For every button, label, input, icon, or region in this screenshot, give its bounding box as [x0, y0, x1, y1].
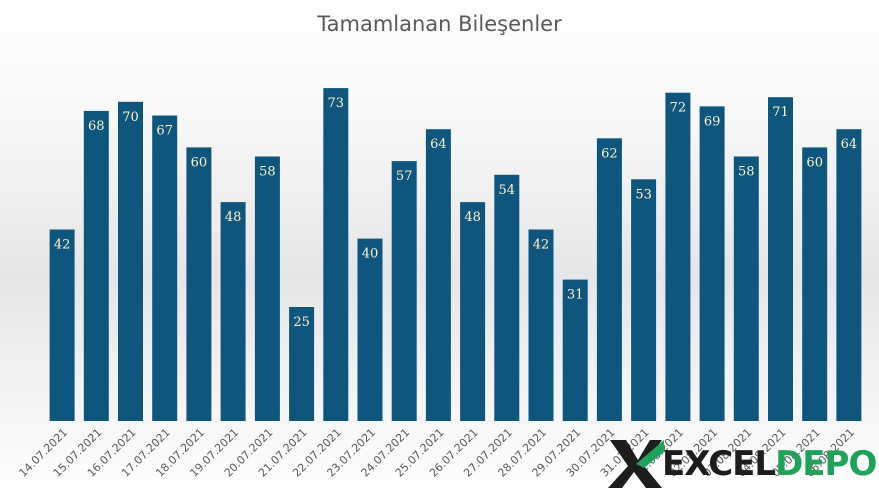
data-label: 57: [396, 169, 413, 184]
data-label: 53: [635, 187, 652, 202]
bar-24.07.2021: [391, 161, 417, 421]
data-label: 69: [704, 114, 721, 129]
chart-title: Tamamlanan Bileşenler: [317, 12, 562, 36]
bar-17.07.2021: [152, 115, 178, 421]
brand-logo: EXCEL DEPO: [606, 438, 877, 490]
data-label: 67: [156, 124, 173, 139]
data-label: 42: [54, 238, 71, 253]
data-label: 60: [806, 155, 823, 170]
data-label: 42: [533, 238, 550, 253]
bar-27.07.2021: [494, 174, 520, 421]
bar-02.08.2021: [699, 106, 725, 422]
bar-16.07.2021: [118, 101, 143, 422]
data-label: 70: [122, 110, 139, 125]
bar-26.07.2021: [460, 202, 486, 421]
bar-21.07.2021: [289, 307, 315, 421]
data-label: 58: [259, 165, 276, 180]
bar-01.08.2021: [665, 92, 691, 421]
bar-03.08.2021: [733, 156, 759, 421]
bar-31.07.2021: [631, 179, 657, 421]
logo-text-excel: EXCEL: [662, 444, 776, 484]
data-label: 71: [772, 105, 789, 120]
logo-text-depo: DEPO: [775, 444, 877, 484]
bar-19.07.2021: [220, 202, 246, 421]
bar-05.08.2021: [802, 147, 828, 421]
data-label: 54: [499, 183, 516, 198]
data-label: 64: [430, 137, 447, 152]
bar-04.08.2021: [768, 97, 793, 421]
bar-29.07.2021: [562, 279, 588, 421]
bar-20.07.2021: [254, 156, 280, 421]
data-label: 64: [841, 137, 858, 152]
data-label: 25: [293, 315, 310, 330]
data-label: 73: [328, 96, 345, 111]
bar-30.07.2021: [596, 138, 622, 422]
data-label: 60: [191, 155, 208, 170]
data-label: 62: [601, 146, 618, 161]
bar-18.07.2021: [186, 147, 212, 421]
data-label: 48: [464, 210, 481, 225]
bar-22.07.2021: [323, 88, 349, 421]
data-label: 48: [225, 210, 242, 225]
bar-06.08.2021: [836, 129, 862, 421]
data-label: 58: [738, 165, 755, 180]
bar-28.07.2021: [528, 229, 554, 421]
data-label: 68: [88, 119, 105, 134]
bar-15.07.2021: [83, 110, 109, 422]
data-label: 40: [362, 247, 379, 262]
bar-14.07.2021: [49, 229, 75, 421]
bar-23.07.2021: [357, 238, 383, 421]
logo-x-icon: [608, 440, 664, 488]
bar-25.07.2021: [425, 129, 451, 421]
data-label: 72: [670, 101, 687, 116]
data-label: 31: [567, 288, 584, 303]
